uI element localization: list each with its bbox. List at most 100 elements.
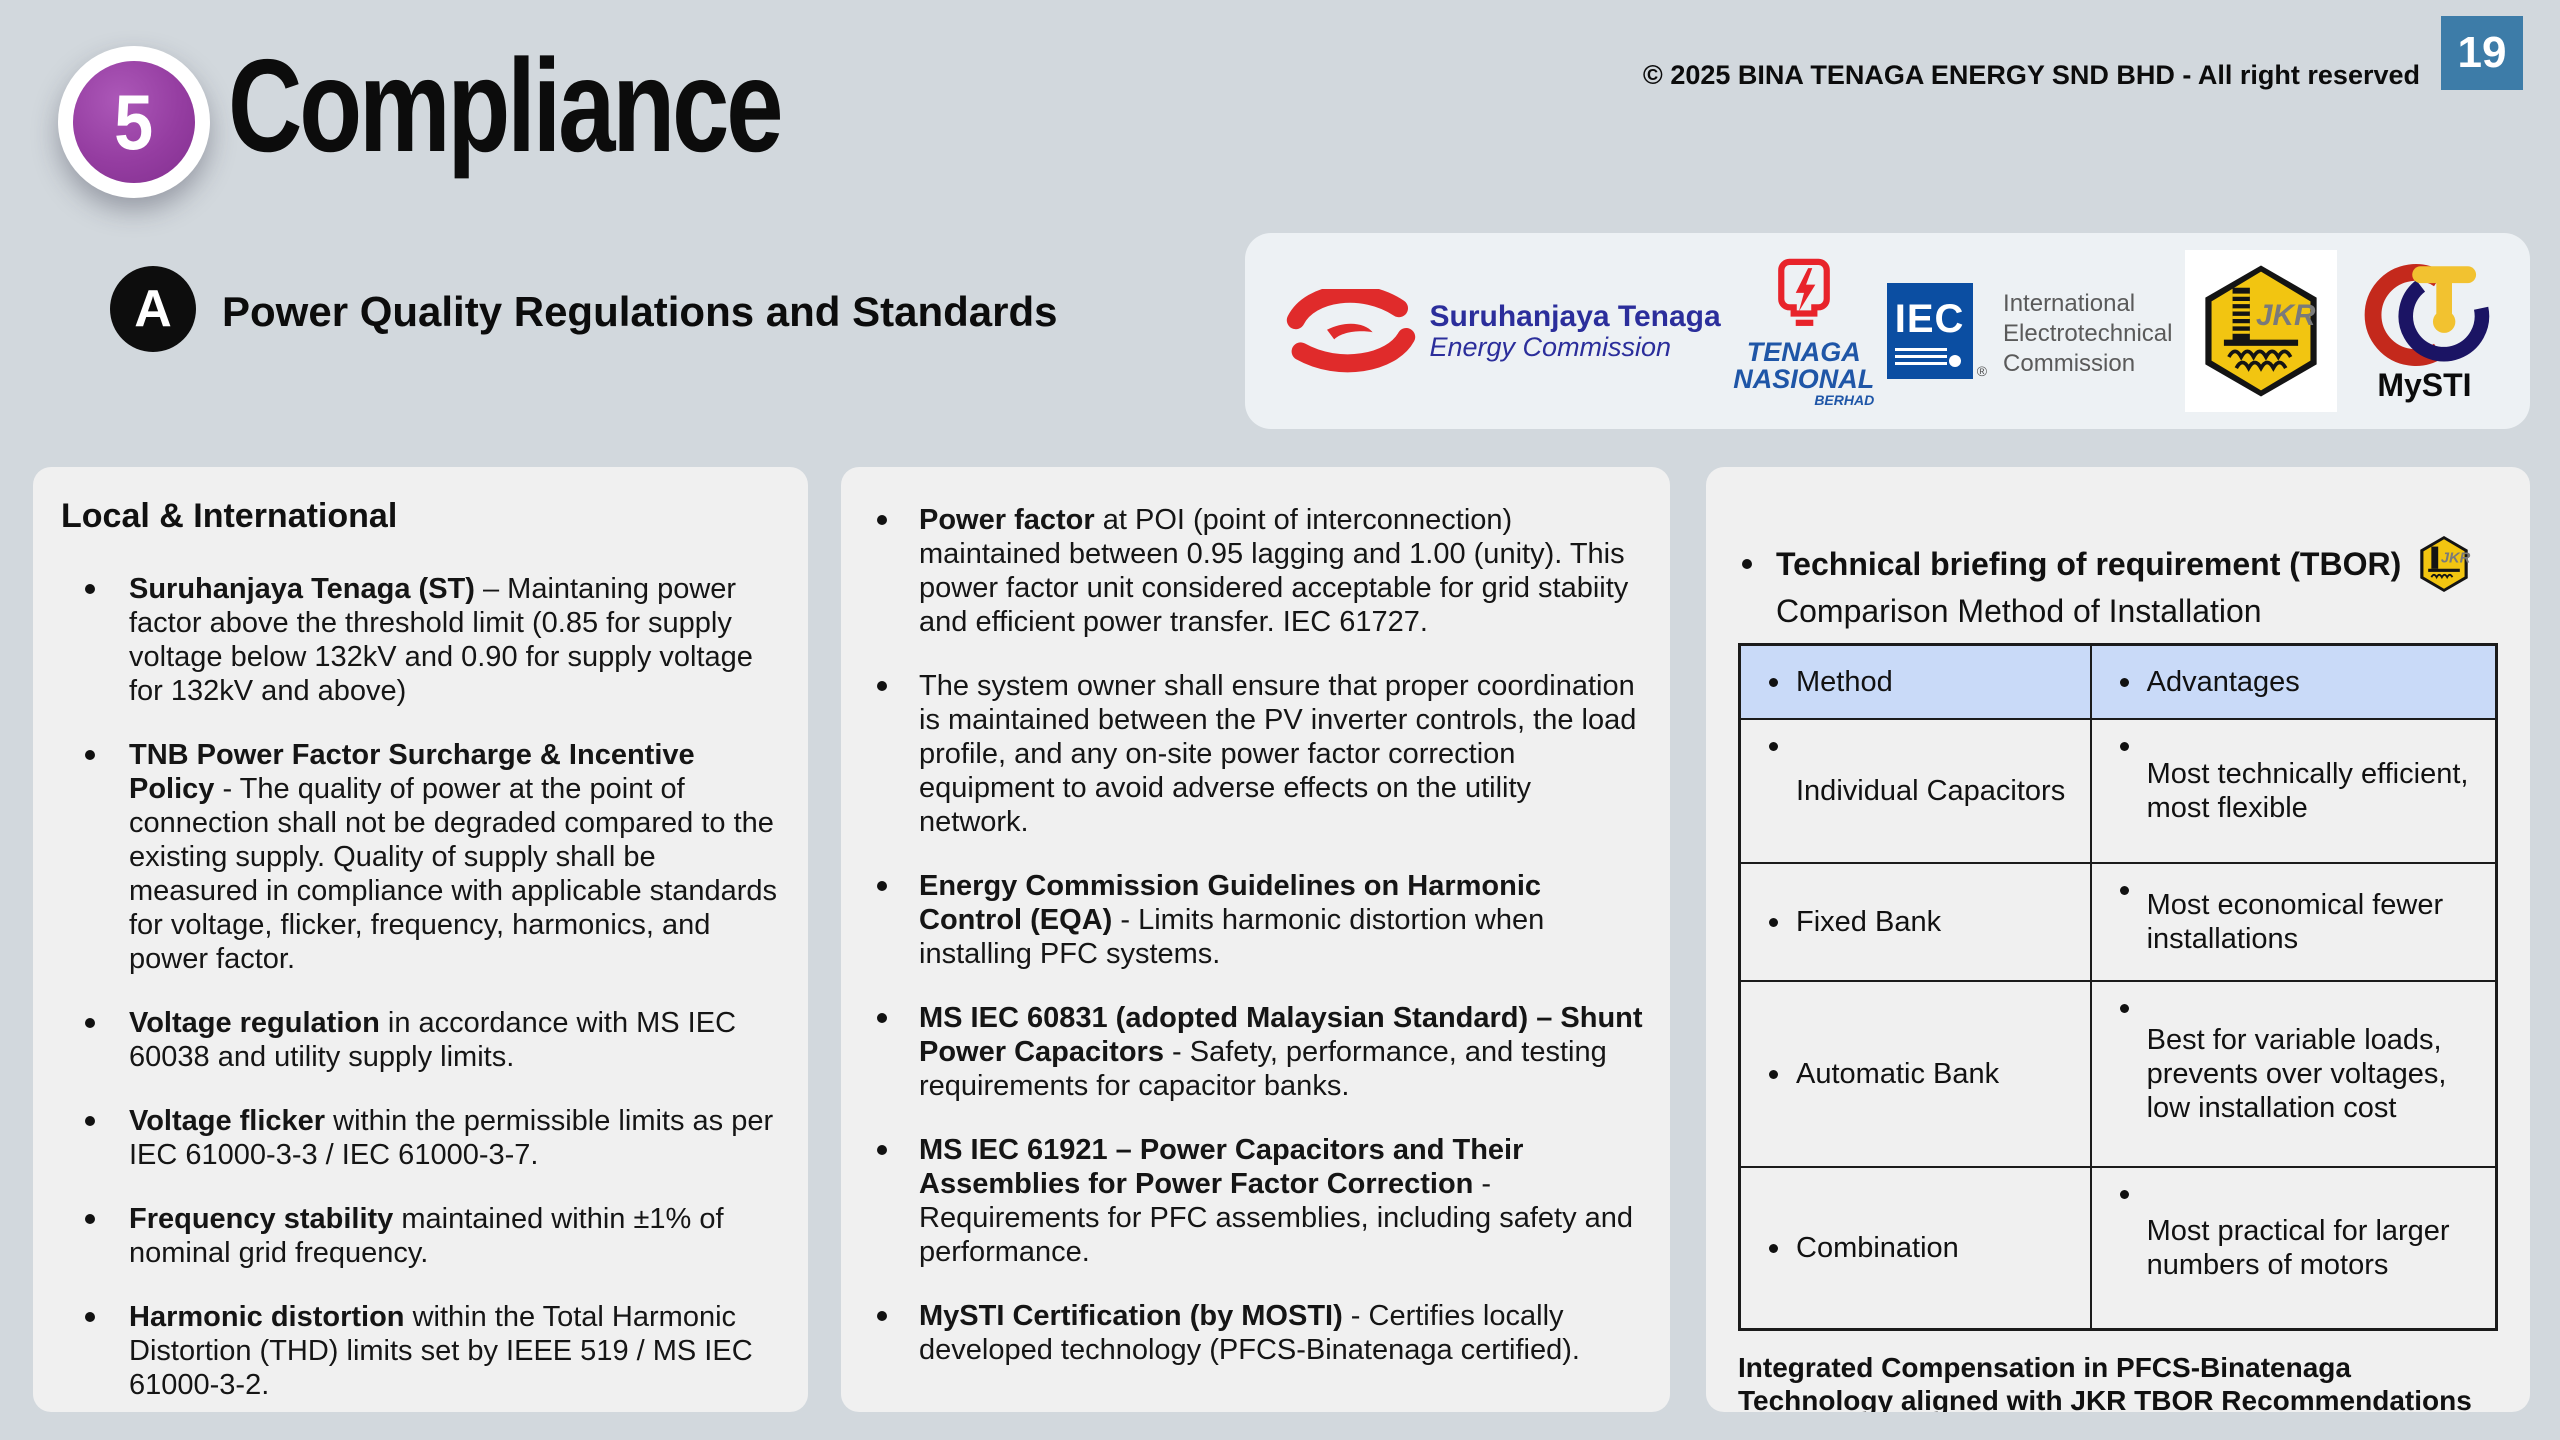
list-item: Power factor at POI (point of interconne… [841,503,1644,639]
cell-advantage: Most practical for larger numbers of mot… [2146,1215,2450,1281]
bullet-lead: Energy Commission Guidelines on Harmonic… [919,870,1542,936]
bullet-dot [2119,1004,2129,1013]
table-header-advantages: Advantages [2091,646,2495,720]
bullet-lead: MS IEC 60831 (adopted Malaysian Standard… [919,1002,1643,1068]
bullet-lead: Frequency stability [129,1203,394,1235]
bullet-text: – Maintaning power factor above the thre… [129,573,753,707]
list-item: MS IEC 61921 – Power Capacitors and Thei… [841,1133,1644,1269]
mysti-rings-icon [2365,263,2490,366]
bullet-dot [1769,1243,1778,1253]
list-item: TNB Power Factor Surcharge & Incentive P… [33,738,778,976]
list-item: Voltage regulation in accordance with MS… [33,1006,778,1074]
jkr-abbr: JKR [2256,299,2316,332]
iec-name-line1: International [2003,290,2136,317]
table-row: Most technically efficient, most flexibl… [2091,720,2495,864]
table-header-method: Method [1741,646,2092,720]
iec-logo: IEC ® International Electrotechnical Com… [1886,283,2173,379]
iec-registered-mark: ® [1976,363,1988,379]
left-card-heading: Local & International [61,497,398,535]
bullet-dot [2119,677,2129,687]
middle-card-bullets: Power factor at POI (point of interconne… [841,503,1644,1367]
tbor-heading-row: Technical briefing of requirement (TBOR)… [1742,535,2471,593]
tbor-card: Technical briefing of requirement (TBOR)… [1706,467,2530,1412]
cell-method: Individual Capacitors [1796,775,2066,807]
bullet-lead: MS IEC 61921 – Power Capacitors and Thei… [919,1134,1524,1200]
tnb-logo-line1: TENAGA [1746,337,1861,367]
list-item: MS IEC 60831 (adopted Malaysian Standard… [841,1001,1644,1103]
mysti-label: MySTI [2377,366,2472,403]
page-number: 19 [2457,28,2507,77]
mysti-logo: MySTI [2349,259,2499,404]
cell-method: Fixed Bank [1796,906,1942,938]
bullet-text: - Requirements for PFC assemblies, inclu… [919,1168,1634,1268]
list-item: Voltage flicker within the permissible l… [33,1104,778,1172]
bullet-lead: Suruhanjaya Tenaga (ST) [129,573,475,605]
table-row: Best for variable loads, prevents over v… [2091,982,2495,1168]
tnb-logo-line3: BERHAD [1814,392,1875,408]
tnb-logo: TENAGA NASIONAL BERHAD [1733,255,1874,407]
st-swoosh-icon [1286,289,1415,373]
cell-method: Automatic Bank [1796,1058,2000,1090]
cell-advantage: Best for variable loads, prevents over v… [2146,1024,2447,1124]
jkr-hexagon-icon: JKR [2205,265,2317,397]
bullet-text: - Safety, performance, and testing requi… [919,1036,1607,1102]
iec-name-line2: Electrotechnical [2003,320,2173,347]
bullet-text: within the permissible limits as per IEC… [129,1105,774,1171]
bullet-lead: TNB Power Factor Surcharge & Incentive P… [129,739,695,805]
iec-lines-icon [1894,348,1947,365]
tnb-logo-line2: NASIONAL [1733,364,1875,394]
slide-number-badge: 5 [58,46,210,198]
iec-abbr: IEC [1894,297,1965,341]
tbor-subheading: Comparison Method of Installation [1776,593,2262,629]
page-number-badge: 19 [2441,16,2523,90]
list-item: The system owner shall ensure that prope… [841,669,1644,839]
suruhanjaya-tenaga-logo: Suruhanjaya Tenaga Energy Commission [1276,289,1721,373]
header-label: Advantages [2146,666,2300,698]
bullet-lead: Voltage flicker [129,1105,326,1137]
cell-method: Combination [1796,1232,1959,1264]
bullet-dot [1769,1069,1778,1079]
table-row: Combination [1741,1168,2092,1328]
table-row: Most practical for larger numbers of mot… [2092,1168,2495,1328]
section-heading: Power Quality Regulations and Standards [222,288,1058,335]
jkr-inline-icon: JKR [2420,536,2471,592]
list-item: Suruhanjaya Tenaga (ST) – Maintaning pow… [33,572,778,708]
logo-strip: Suruhanjaya Tenaga Energy Commission TEN… [1245,233,2530,429]
bullet-text: - Certifies locally developed technology… [919,1300,1580,1366]
bullet-text: - Limits harmonic distortion when instal… [919,904,1545,970]
bullet-lead: MySTI Certification (by MOSTI) [919,1300,1343,1332]
cell-advantage: Most economical fewer installations [2146,889,2444,955]
st-logo-text: Suruhanjaya Tenaga Energy Commission [1430,301,1721,361]
jkr-logo: JKR [2184,250,2337,412]
bullet-lead: Voltage regulation [129,1007,380,1039]
st-logo-line2: Energy Commission [1429,331,1672,362]
list-item: Harmonic distortion within the Total Har… [33,1300,778,1402]
header-label: Method [1796,666,1893,698]
slide-number: 5 [114,78,154,166]
bullet-text: in accordance with MS IEC 60038 and util… [129,1007,737,1073]
tbor-footer-note: Integrated Compensation in PFCS-Binatena… [1738,1352,2472,1412]
bullet-dot [2119,1190,2129,1199]
bullet-dot [1769,917,1778,927]
bullet-dot [2119,742,2129,751]
bullet-lead: Power factor [919,504,1095,536]
table-row: Fixed Bank [1741,864,2092,982]
copyright-text: © 2025 BINA TENAGA ENERGY SND BHD - All … [1642,60,2420,90]
page-title: Compliance [228,32,783,179]
bullet-lead: Harmonic distortion [129,1301,405,1333]
bullet-text: at POI (point of interconnection) mainta… [919,504,1629,638]
comparison-table: Method Advantages Individual Capacitors … [1738,643,2498,1331]
slide-number-circle: 5 [73,61,195,183]
jkr-abbr-small: JKR [2441,550,2471,566]
bullet-text: within the Total Harmonic Distortion (TH… [129,1301,753,1401]
iec-box-icon: IEC [1886,283,1973,379]
table-row: Individual Capacitors [1741,720,2092,864]
bullet-dot [2119,886,2129,895]
bullet-text: - The quality of power at the point of c… [129,773,778,975]
st-logo-line1: Suruhanjaya Tenaga [1429,300,1721,334]
bullet-text: maintained within ±1% of nominal grid fr… [129,1203,724,1269]
section-badge-letter: A [134,280,172,338]
iec-name-line3: Commission [2003,350,2136,377]
bullet-text: The system owner shall ensure that prope… [919,670,1637,838]
